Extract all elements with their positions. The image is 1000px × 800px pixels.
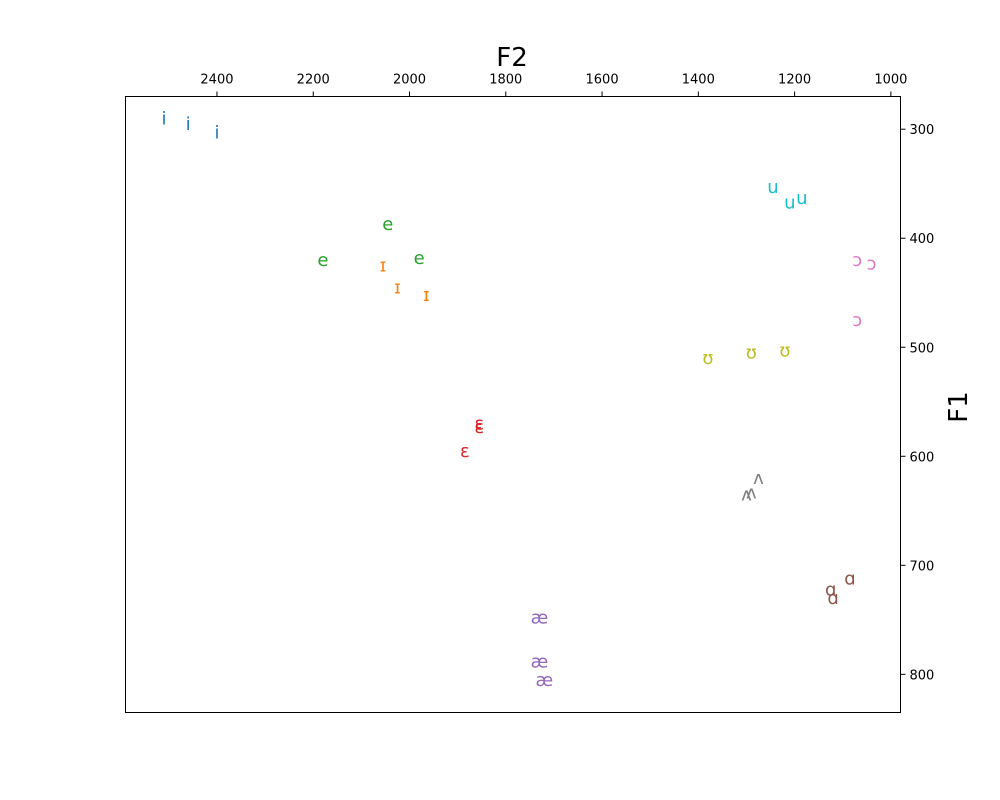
x-tick-label: 2200	[297, 73, 330, 88]
vowel-point: ɛ	[474, 414, 484, 435]
vowel-point: i	[186, 114, 191, 135]
y-axis-label: F1	[944, 391, 974, 423]
vowel-point: u	[796, 188, 807, 209]
vowel-point: ʌ	[746, 482, 757, 503]
vowel-point: ʊ	[746, 343, 757, 364]
vowel-point: ʌ	[753, 468, 764, 489]
vowel-point: æ	[535, 670, 553, 691]
vowel-point: u	[784, 192, 795, 213]
x-tick-label: 1800	[489, 73, 522, 88]
vowel-point: ɑ	[844, 568, 855, 589]
x-tick-label: 1400	[682, 73, 715, 88]
vowel-point: ɔ	[852, 250, 862, 271]
y-tick-label: 600	[910, 450, 935, 465]
vowel-point: ɑ	[827, 588, 838, 609]
vowel-point: e	[382, 214, 393, 235]
vowel-point: e	[414, 248, 425, 269]
vowel-point: ɔ	[852, 310, 862, 331]
x-axis-ticks: 2400 2200 2000 1800 1600 1400 1200 1000	[200, 73, 907, 97]
vowel-point: ɔ	[867, 253, 877, 274]
vowel-point: æ	[531, 651, 549, 672]
x-axis-label: F2	[496, 43, 528, 73]
vowel-point: i	[214, 122, 219, 143]
vowel-point: e	[317, 250, 328, 271]
x-tick-label: 2400	[200, 73, 233, 88]
vowel-point: ɪ	[423, 285, 430, 306]
x-tick-label: 2000	[393, 73, 426, 88]
y-tick-label: 800	[910, 668, 935, 683]
y-tick-label: 300	[910, 123, 935, 138]
vowel-point: ʊ	[779, 341, 790, 362]
vowel-point: ɪ	[380, 255, 387, 276]
vowel-point: u	[767, 177, 778, 198]
vowel-point: ɛ	[474, 417, 484, 438]
plot-frame	[125, 96, 901, 713]
y-tick-label: 500	[910, 341, 935, 356]
vowel-point: ʌ	[741, 484, 752, 505]
vowel-point: i	[162, 108, 167, 129]
x-tick-label: 1600	[586, 73, 619, 88]
x-tick-label: 1000	[874, 73, 907, 88]
y-tick-label: 400	[910, 232, 935, 247]
x-tick-label: 1200	[778, 73, 811, 88]
vowel-point: æ	[531, 608, 549, 629]
vowel-point: ɛ	[460, 441, 470, 462]
y-tick-label: 700	[910, 559, 935, 574]
y-axis-ticks: 300 400 500 600 700 800	[900, 123, 935, 683]
vowel-point: ʊ	[702, 348, 713, 369]
vowel-point: ɪ	[394, 277, 401, 298]
vowel-point: ɑ	[825, 579, 836, 600]
